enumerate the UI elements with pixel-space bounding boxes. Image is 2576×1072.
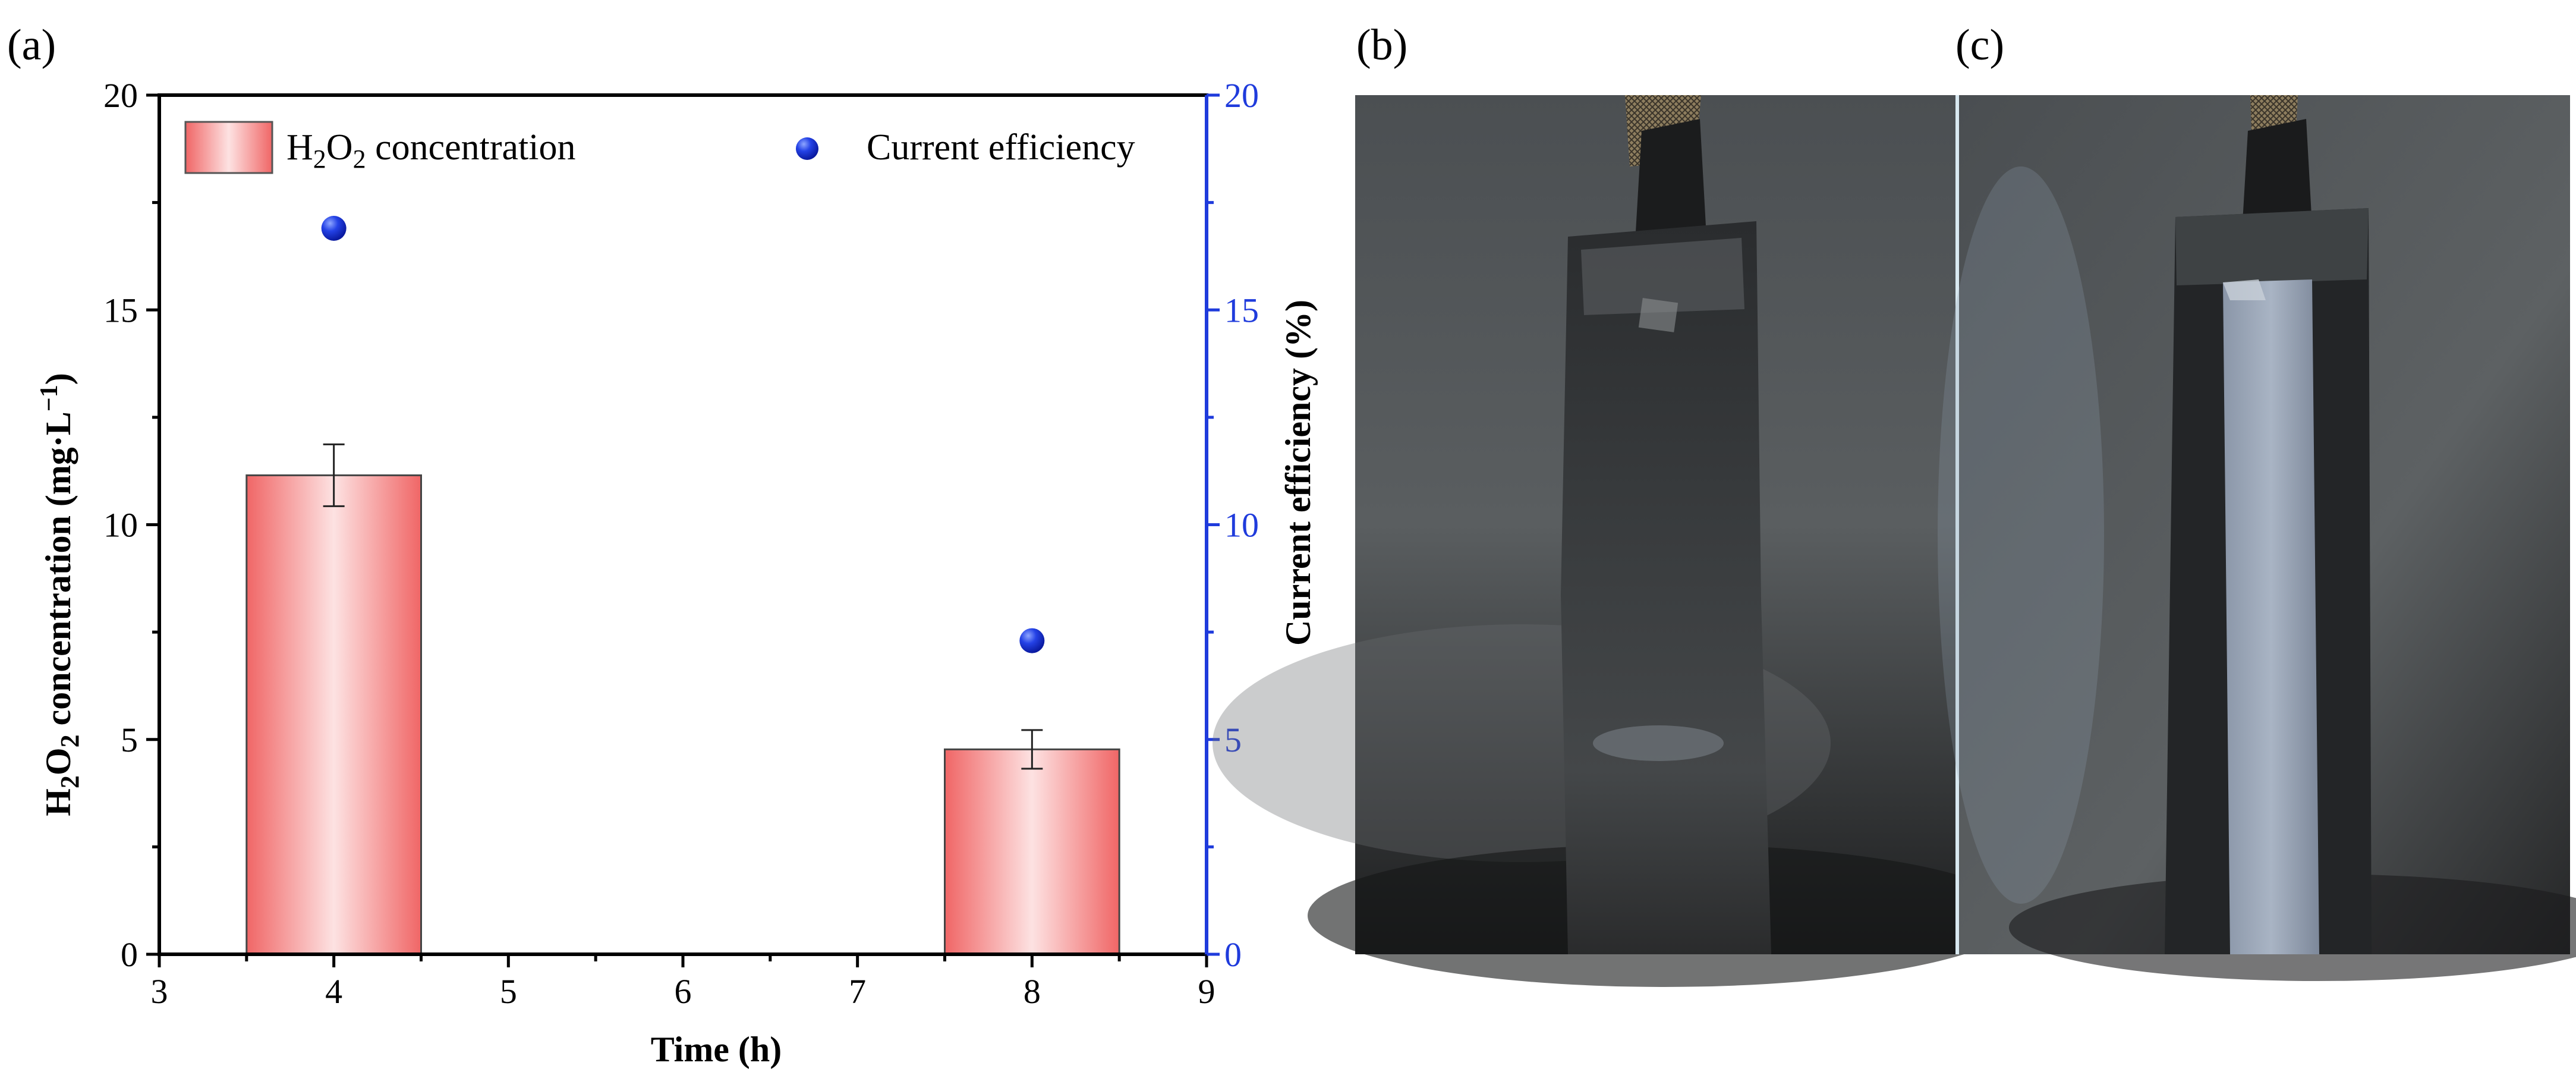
ylabel-left-part-7: ) xyxy=(39,373,78,385)
ylabel-left-sub-2: 2 xyxy=(55,775,84,788)
left-y-tick-label-0: 0 xyxy=(121,935,138,974)
photo-panel-c: (c) xyxy=(1938,21,2576,981)
legend-label-current-efficiency: Current efficiency xyxy=(867,127,1135,168)
x-tick-label-6: 6 xyxy=(675,972,692,1011)
efficiency-point-4h xyxy=(321,215,347,241)
bars-layer xyxy=(245,443,1120,955)
points-layer xyxy=(321,215,1045,653)
x-tick-label-8: 8 xyxy=(1024,972,1041,1011)
electrode-photo-b xyxy=(1213,95,2021,987)
legend-h2o2-sub-4: 2 xyxy=(353,144,366,174)
panel-label-b: (b) xyxy=(1356,21,1407,70)
x-tick-label-7: 7 xyxy=(849,972,866,1011)
legend-h2o2-part-5: concentration xyxy=(366,127,576,168)
legend: H2O2 concentration Current efficiency xyxy=(184,121,1135,174)
x-tick-label-9: 9 xyxy=(1198,972,1215,1011)
x-tick-label-5: 5 xyxy=(500,972,517,1011)
legend-label-h2o2: H2O2 concentration xyxy=(286,127,575,174)
ylabel-left-part-1: H xyxy=(39,788,78,816)
bar-4h xyxy=(245,474,422,955)
legend-point-swatch xyxy=(796,137,818,160)
electrode-photo-c xyxy=(1938,95,2576,981)
ylabel-left-part-3: O xyxy=(39,747,78,775)
efficiency-point-8h xyxy=(1019,628,1045,653)
legend-h2o2-sub-2: 2 xyxy=(313,144,326,174)
x-tick-label-4: 4 xyxy=(325,972,342,1011)
legend-h2o2-part-3: O xyxy=(326,127,353,168)
ylabel-left-sup-6: −1 xyxy=(36,385,63,411)
ylabel-left-sub-4: 2 xyxy=(55,734,84,747)
left-y-tick-label-10: 10 xyxy=(103,506,138,545)
legend-h2o2-part-1: H xyxy=(286,127,313,168)
bar-8h xyxy=(944,748,1120,955)
x-axis-title: Time (h) xyxy=(651,1030,782,1069)
right-y-tick-label-10: 10 xyxy=(1224,506,1259,545)
photo-divider xyxy=(1955,95,1959,954)
x-tick-label-3: 3 xyxy=(151,972,168,1011)
left-y-tick-label-15: 15 xyxy=(103,291,138,329)
right-y-axis-title: Current efficiency (%) xyxy=(1278,300,1318,646)
ylabel-left-part-5: concentration (mg·L xyxy=(39,411,78,734)
panel-label-c: (c) xyxy=(1955,21,2004,70)
left-y-tick-label-20: 20 xyxy=(103,76,138,115)
photo-panel-b: (b) xyxy=(1213,21,2021,987)
left-y-tick-label-5: 5 xyxy=(121,721,138,759)
right-y-tick-label-0: 0 xyxy=(1224,935,1242,974)
legend-bar-swatch xyxy=(184,121,273,174)
right-y-tick-label-20: 20 xyxy=(1224,76,1259,115)
right-y-tick-label-15: 15 xyxy=(1224,291,1259,329)
left-y-axis-title: H2O2 concentration (mg·L−1) xyxy=(36,373,84,816)
right-y-tick-label-5: 5 xyxy=(1224,721,1242,759)
panel-label-a: (a) xyxy=(7,21,56,70)
